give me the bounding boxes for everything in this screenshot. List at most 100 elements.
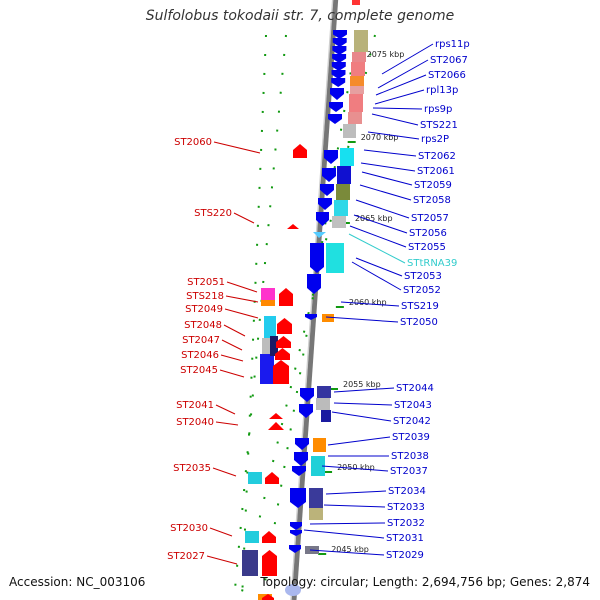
label-leader-line: [325, 490, 387, 495]
label-leader-line: [212, 467, 237, 477]
label-leader-line: [321, 465, 389, 472]
label-leader-line: [363, 149, 417, 157]
gene-box: [260, 354, 274, 384]
gene-box: [354, 30, 368, 52]
gene-label: STS220: [194, 208, 232, 219]
reverse-gene-arrow: [269, 413, 283, 419]
gene-box: [332, 216, 346, 228]
label-leader-line: [309, 522, 386, 525]
forward-gene-arrow: [329, 102, 343, 112]
scale-bar: 2075 kbp 2070 kbp 2065 kbp 2060 kbp 2055 kbp…: [318, 50, 405, 555]
gene-label: rps2P: [421, 134, 449, 145]
gene-label: ST2044: [396, 383, 434, 394]
label-leader-line: [377, 59, 429, 89]
forward-gene-arrow: [322, 168, 336, 182]
gene-box: [340, 148, 354, 166]
gene-label: STtRNA39: [407, 258, 457, 269]
gene-box: [245, 531, 259, 543]
forward-gene-arrow: [290, 522, 302, 530]
trna-marker: [313, 232, 326, 238]
label-leader-line: [333, 387, 395, 393]
gene-box: [326, 243, 344, 273]
reverse-gene-arrow: [265, 472, 279, 484]
gene-label: rpl13p: [426, 85, 458, 96]
label-leader-line: [351, 261, 402, 291]
gene-label: ST2046: [181, 350, 219, 361]
gene-label: ST2061: [417, 166, 455, 177]
forward-gene-arrow: [328, 114, 342, 124]
label-leader-line: [215, 421, 239, 426]
gene-box: [322, 314, 334, 322]
label-leader-line: [233, 212, 255, 224]
gene-label: ST2040: [176, 417, 214, 428]
forward-gene-arrow: [320, 184, 334, 196]
gene-label: ST2066: [428, 70, 466, 81]
label-leader-line: [381, 43, 434, 75]
reverse-gene-arrow: [276, 336, 291, 348]
gene-box: [348, 112, 362, 124]
gene-box: [270, 336, 278, 356]
gene-label: ST2034: [388, 486, 426, 497]
scale-mark-label: 2045 kbp: [331, 545, 369, 554]
label-leader-line: [206, 555, 238, 565]
label-leader-line: [371, 113, 419, 126]
map-title: Sulfolobus tokodaii str. 7, complete gen…: [145, 8, 455, 24]
gene-box: [334, 200, 348, 216]
label-leader-line: [374, 89, 425, 105]
gene-label: ST2033: [387, 502, 425, 513]
label-leader-line: [221, 339, 243, 351]
genome-summary: Topology: circular; Length: 2,694,756 bp…: [260, 575, 590, 589]
forward-gene-arrow: [290, 488, 306, 508]
gene-label: ST2062: [418, 151, 456, 162]
label-leader-line: [225, 295, 259, 303]
accession-text: Accession: NC_003106: [9, 575, 146, 589]
forward-gene-arrow: [292, 466, 306, 476]
forward-gene-arrow: [316, 212, 329, 226]
label-leader-line: [361, 171, 413, 186]
label-leader-line: [355, 199, 410, 219]
track-dots: [233, 34, 287, 600]
gene-box: [336, 184, 350, 200]
forward-gene-arrow: [332, 38, 347, 47]
gene-box: [352, 0, 360, 5]
label-leader-line: [353, 214, 408, 234]
scale-mark-label: 2075 kbp: [367, 50, 405, 59]
gene-label: ST2041: [176, 400, 214, 411]
reverse-gene-arrow: [293, 144, 307, 158]
gene-box: [350, 76, 364, 86]
gene-box: [261, 300, 275, 306]
reverse-gene-arrow: [273, 360, 289, 384]
gene-label: ST2032: [387, 518, 425, 529]
gene-label: STS221: [420, 120, 458, 131]
gene-label: ST2051: [187, 277, 225, 288]
gene-label: ST2058: [413, 195, 451, 206]
gene-label: ST2048: [184, 320, 222, 331]
scale-mark-label: 2050 kbp: [337, 463, 375, 472]
gene-box: [311, 456, 325, 476]
forward-gene-arrow: [324, 150, 338, 164]
gene-box: [316, 398, 330, 410]
forward-gene-arrow: [290, 530, 302, 536]
scale-mark-label: 2070 kbp: [361, 133, 399, 142]
gene-box: [261, 288, 275, 300]
forward-gene-arrow: [332, 46, 347, 55]
forward-gene-arrow: [289, 545, 301, 553]
gene-label: ST2038: [391, 451, 429, 462]
gene-label: ST2053: [404, 271, 442, 282]
forward-gene-arrow: [318, 198, 332, 210]
gene-label: ST2045: [180, 365, 218, 376]
forward-gene-arrow: [331, 70, 346, 79]
gene-label: ST2039: [392, 432, 430, 443]
reverse-gene-arrow: [268, 422, 284, 430]
scale-mark-label: 2060 kbp: [349, 298, 387, 307]
gene-label: STS218: [186, 291, 224, 302]
forward-gene-arrow: [307, 274, 321, 294]
gene-label: ST2027: [167, 551, 205, 562]
gene-label: ST2059: [414, 180, 452, 191]
gene-label: ST2035: [173, 463, 211, 474]
reverse-gene-arrow: [262, 550, 277, 576]
gene-label: ST2029: [386, 550, 424, 561]
label-leader-line: [325, 316, 399, 323]
right-label-group: rps11p ST2067 ST2066 rpl13p rps9p STS221 rps2P…: [303, 39, 470, 561]
